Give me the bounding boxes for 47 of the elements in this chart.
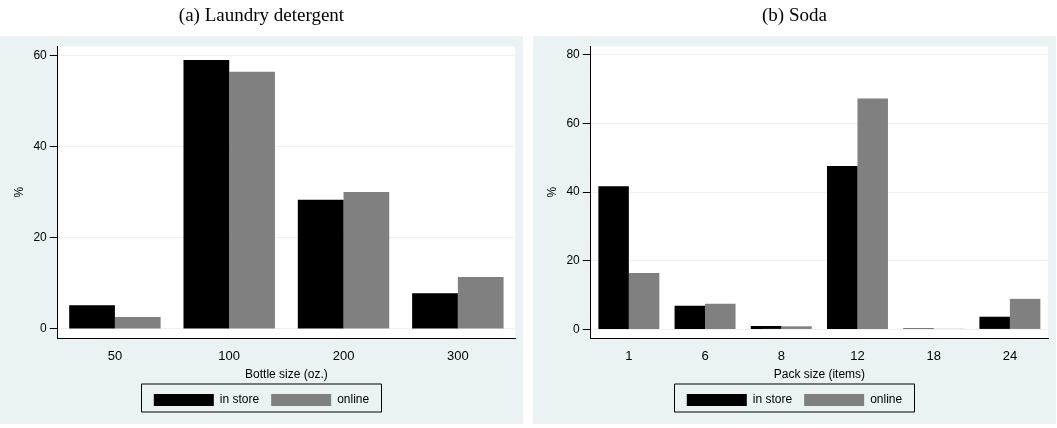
bar xyxy=(229,71,275,329)
x-tick-label: 1 xyxy=(625,348,633,364)
chart-title: (b) Soda xyxy=(761,3,828,27)
bar xyxy=(297,199,344,329)
bar xyxy=(628,273,660,329)
bar xyxy=(705,303,736,329)
y-tick-label: 60 xyxy=(566,115,581,130)
bar xyxy=(827,166,858,329)
x-tick-label: 24 xyxy=(1002,348,1018,364)
x-tick-label: 18 xyxy=(926,348,941,364)
bar xyxy=(183,59,230,329)
bar xyxy=(781,326,812,329)
y-tick-label: 40 xyxy=(566,184,581,199)
y-tick-label: 40 xyxy=(33,138,48,153)
x-tick-label: 100 xyxy=(218,348,241,364)
x-axis-title: Bottle size (oz.) xyxy=(245,367,328,382)
bar xyxy=(598,186,629,329)
y-tick-label: 60 xyxy=(33,47,48,62)
y-tick-label: 20 xyxy=(566,253,581,268)
legend-label: in store xyxy=(752,392,793,407)
bar xyxy=(979,316,1010,329)
x-tick-label: 6 xyxy=(701,348,709,364)
legend-label: in store xyxy=(219,392,260,407)
chart-title: (a) Laundry detergent xyxy=(177,3,346,27)
legend-label: online xyxy=(870,392,903,407)
bar xyxy=(857,98,888,329)
legend-label: online xyxy=(337,392,370,407)
y-axis-title: % xyxy=(544,186,559,198)
x-tick-label: 8 xyxy=(777,348,785,364)
bar xyxy=(750,325,782,329)
y-tick-label: 20 xyxy=(33,230,48,245)
y-tick-label: 0 xyxy=(40,321,48,336)
y-tick-label: 80 xyxy=(566,47,581,62)
y-tick-label: 0 xyxy=(573,321,581,336)
bar xyxy=(674,305,706,329)
x-tick-label: 200 xyxy=(332,348,355,364)
bar xyxy=(114,317,161,329)
x-tick-label: 12 xyxy=(850,348,865,364)
bar xyxy=(457,276,504,329)
x-axis-title: Pack size (items) xyxy=(773,367,866,382)
bar xyxy=(412,293,458,329)
bar xyxy=(1009,298,1041,329)
bar xyxy=(343,192,390,329)
bar xyxy=(69,305,115,329)
x-tick-label: 300 xyxy=(446,348,469,364)
y-axis-title: % xyxy=(11,186,26,198)
x-tick-label: 50 xyxy=(107,348,123,364)
